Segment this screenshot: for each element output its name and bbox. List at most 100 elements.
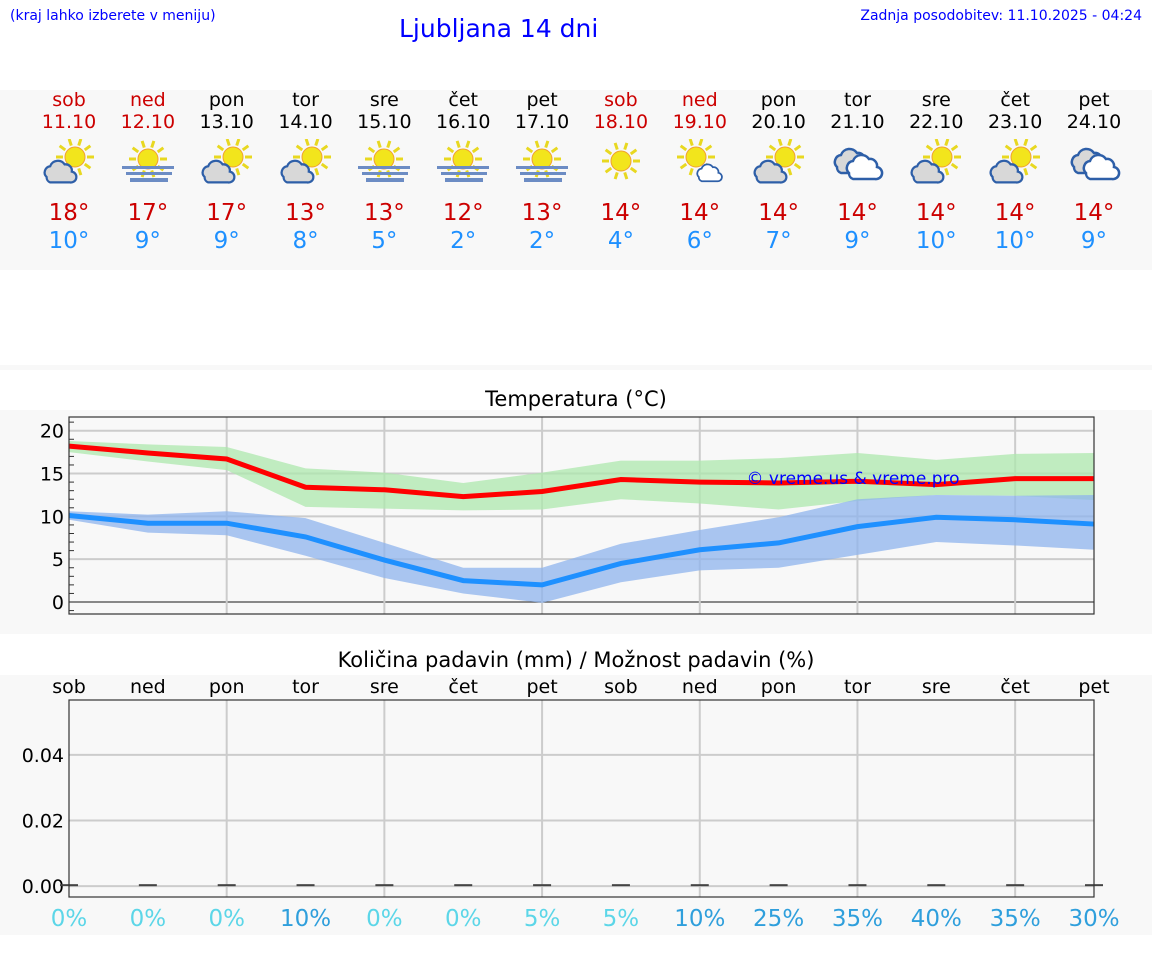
day-forecast[interactable]: pet 17.10 13° 2° — [502, 89, 582, 255]
max-temp: 13° — [285, 200, 326, 226]
day-date: 15.10 — [357, 111, 412, 133]
day-forecast[interactable]: ned 19.10 14° 6° — [660, 89, 740, 255]
precipitation-chart-title: Količina padavin (mm) / Možnost padavin … — [337, 648, 815, 672]
plot-frame — [68, 699, 1095, 898]
y-tick-label: 5 — [52, 549, 64, 571]
day-date: 13.10 — [199, 111, 254, 133]
x-category-label: pet — [1078, 676, 1109, 698]
day-name: tor — [292, 89, 319, 111]
y-tick-label: 0.00 — [22, 876, 64, 898]
day-forecast[interactable]: tor 21.10 14° 9° — [817, 89, 897, 255]
day-forecast[interactable]: pon 13.10 17° 9° — [187, 89, 267, 255]
x-category-label: čet — [1000, 676, 1030, 698]
max-temp: 14° — [1073, 200, 1115, 226]
x-category-label: pon — [209, 676, 245, 698]
precip-bar — [927, 884, 946, 887]
location-hint[interactable]: (kraj lahko izberete v meniju) — [10, 8, 216, 24]
min-temp-line — [68, 513, 1095, 588]
day-forecast[interactable]: pet 24.10 14° 9° — [1054, 89, 1134, 255]
min-temp: 2° — [450, 228, 477, 254]
precip-bar — [848, 884, 867, 887]
day-date: 23.10 — [987, 111, 1043, 133]
day-forecast[interactable]: sob 18.10 14° 4° — [581, 89, 661, 255]
sun-cloud-icon — [201, 139, 252, 184]
divider — [0, 365, 1152, 370]
precip-bar — [690, 884, 709, 887]
sun-cloud-icon — [280, 139, 331, 184]
day-name: ned — [681, 89, 718, 111]
min-temp: 8° — [292, 228, 319, 254]
watermark: © vreme.us & vreme.pro — [746, 469, 959, 489]
day-name: čet — [448, 89, 479, 111]
sun-cloud-icon — [989, 139, 1041, 184]
day-date: 22.10 — [909, 111, 964, 133]
x-category-label: čet — [448, 676, 478, 698]
max-temp: 14° — [679, 200, 721, 226]
day-forecast[interactable]: čet 16.10 12° 2° — [423, 89, 503, 255]
min-temp: 9° — [213, 228, 240, 254]
sun-fog-icon — [437, 140, 490, 182]
precip-probability: 35% — [832, 906, 883, 932]
page-title: Ljubljana 14 dni — [399, 14, 599, 43]
day-forecast[interactable]: tor 14.10 13° 8° — [266, 89, 346, 255]
max-temp: 14° — [837, 200, 878, 226]
day-forecast[interactable]: pon 20.10 14° 7° — [739, 89, 819, 255]
day-forecast[interactable]: sob 11.10 18° 10° — [29, 89, 109, 255]
day-forecast[interactable]: sre 22.10 14° 10° — [896, 89, 976, 255]
precip-probability: 0% — [130, 906, 167, 932]
day-name: pon — [208, 89, 245, 111]
max-temp-line — [68, 443, 1094, 500]
day-date: 14.10 — [278, 111, 333, 133]
precip-bar — [611, 884, 630, 887]
day-name: sre — [369, 89, 399, 111]
day-date: 18.10 — [593, 111, 649, 133]
max-temp: 17° — [206, 200, 248, 226]
max-temp: 18° — [48, 200, 90, 226]
cloudy-icon — [1070, 147, 1121, 181]
min-temp: 5° — [371, 228, 398, 254]
precip-probability: 30% — [1068, 906, 1119, 932]
precip-probability: 0% — [445, 906, 482, 932]
plot-frame — [68, 416, 1095, 615]
x-category-label: pon — [761, 676, 797, 698]
precip-probability: 10% — [280, 906, 331, 932]
cloudy-icon — [834, 147, 884, 181]
precip-bar — [454, 884, 473, 887]
day-name: pon — [760, 89, 797, 111]
day-name: pet — [526, 89, 558, 111]
last-updated: Zadnja posodobitev: 11.10.2025 - 04:24 — [860, 8, 1142, 24]
precip-bar — [217, 884, 236, 887]
min-temp: 6° — [686, 228, 713, 254]
day-name: čet — [1000, 89, 1030, 111]
min-temp: 9° — [134, 228, 161, 254]
y-tick-label: 15 — [40, 464, 64, 486]
sun-small-cloud-icon — [676, 139, 723, 183]
plot-area — [69, 700, 1094, 897]
forecast-strip — [0, 90, 1152, 270]
precip-probability: 40% — [911, 906, 962, 932]
day-date: 12.10 — [120, 111, 176, 133]
day-date: 21.10 — [830, 111, 885, 133]
x-category-label: ned — [130, 676, 166, 698]
sun-icon — [601, 142, 640, 180]
min-temp-band — [69, 494, 1094, 603]
x-category-label: tor — [844, 676, 871, 698]
day-forecast[interactable]: sre 15.10 13° 5° — [344, 89, 424, 255]
day-date: 11.10 — [41, 111, 97, 133]
day-forecast[interactable]: čet 23.10 14° 10° — [975, 89, 1055, 255]
precip-probability: 5% — [524, 906, 561, 932]
sun-fog-icon — [516, 140, 569, 182]
day-forecast[interactable]: ned 12.10 17° 9° — [108, 89, 188, 255]
max-temp: 14° — [600, 200, 642, 226]
precip-probability: 5% — [603, 906, 640, 932]
y-tick-label: 20 — [40, 421, 64, 443]
precip-probability: 25% — [753, 906, 804, 932]
min-temp: 9° — [844, 228, 871, 254]
y-tick-label: 10 — [40, 506, 64, 528]
x-category-label: tor — [292, 676, 319, 698]
max-temp: 14° — [915, 200, 957, 226]
precip-bar — [138, 884, 157, 887]
precip-probability: 0% — [208, 906, 245, 932]
max-temp: 14° — [994, 200, 1036, 226]
